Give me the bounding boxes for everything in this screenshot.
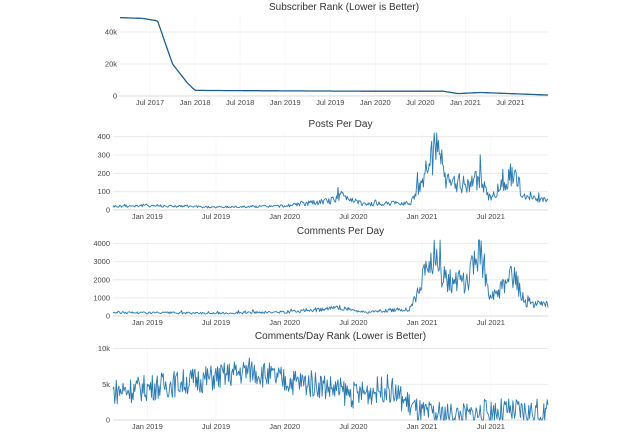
y-tick-label: 0 [106,416,110,425]
x-tick-label: Jan 2020 [269,422,300,431]
chart-title: Comments Per Day [297,226,384,237]
y-tick-label: 3000 [93,257,110,266]
chart-title: Posts Per Day [309,119,373,130]
x-tick-label: Jan 2018 [180,98,211,107]
y-tick-label: 40k [105,28,117,37]
x-tick-label: Jul 2021 [477,422,505,431]
x-tick-label: Jul 2021 [477,212,505,221]
x-tick-label: Jul 2019 [202,422,230,431]
chart-title: Subscriber Rank (Lower is Better) [269,2,419,13]
chart-title: Comments/Day Rank (Lower is Better) [255,331,426,342]
x-tick-label: Jan 2019 [132,212,163,221]
y-tick-label: 200 [97,169,110,178]
y-tick-label: 400 [97,132,110,141]
x-tick-label: Jul 2019 [316,98,344,107]
x-tick-label: Jan 2020 [360,98,391,107]
x-tick-label: Jul 2021 [477,318,505,327]
x-tick-label: Jul 2020 [339,318,367,327]
y-tick-label: 0 [106,312,110,321]
x-tick-label: Jul 2021 [496,98,524,107]
y-tick-label: 4000 [93,239,110,248]
x-tick-label: Jan 2020 [269,318,300,327]
series-line [113,239,549,315]
x-tick-label: Jan 2021 [407,318,438,327]
series-line [112,357,549,421]
x-tick-label: Jan 2019 [270,98,301,107]
y-tick-label: 0 [113,92,117,101]
y-tick-label: 0 [106,206,110,215]
chart-4: Comments/Day Rank (Lower is Better) 0 5k 10… [98,331,549,431]
x-tick-label: Jul 2017 [136,98,164,107]
x-tick-label: Jul 2018 [226,98,254,107]
y-tick-label: 5k [102,380,110,389]
chart-3: Comments Per Day 0 1000 2000 3000 4000 Jan 201… [93,226,549,327]
x-tick-label: Jul 2020 [406,98,434,107]
x-tick-label: Jan 2021 [450,98,481,107]
series-line [112,132,549,209]
x-tick-label: Jul 2019 [202,318,230,327]
y-tick-label: 100 [97,187,110,196]
y-tick-label: 300 [97,151,110,160]
x-tick-label: Jan 2021 [407,212,438,221]
chart-1: Subscriber Rank (Lower is Better) 0 20k 40k… [105,2,548,107]
x-tick-label: Jan 2019 [132,422,163,431]
y-tick-label: 10k [98,344,110,353]
y-tick-label: 1000 [93,293,110,302]
x-tick-label: Jul 2020 [339,212,367,221]
series-line [119,16,548,96]
x-tick-label: Jul 2019 [202,212,230,221]
x-tick-label: Jan 2020 [269,212,300,221]
x-tick-label: Jan 2021 [407,422,438,431]
y-tick-label: 20k [105,60,117,69]
y-tick-label: 2000 [93,275,110,284]
x-tick-label: Jul 2020 [339,422,367,431]
x-tick-label: Jan 2019 [132,318,163,327]
chart-2: Posts Per Day 0 100 200 300 400 Jan 2019 Jul 20… [97,119,549,221]
